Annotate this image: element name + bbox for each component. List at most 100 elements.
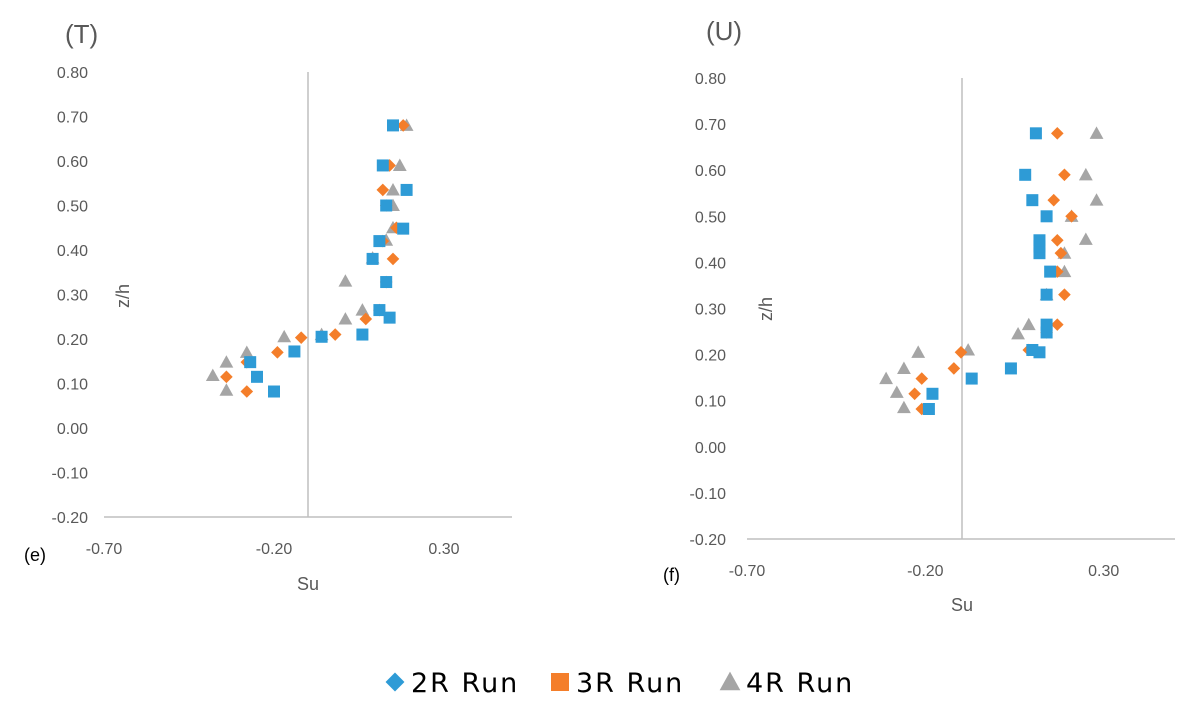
data-points-u (879, 126, 1104, 416)
point-2r-run (1033, 234, 1046, 247)
point-4r-run (1089, 193, 1104, 206)
point-2r-run (244, 356, 257, 369)
point-2r-run (922, 402, 935, 415)
point-3r-run (1058, 288, 1071, 301)
point-2r-run (1040, 288, 1053, 301)
point-2r-run (965, 372, 978, 385)
point-3r-run (1058, 168, 1071, 182)
legend-label: 4R Run (746, 668, 854, 699)
point-2r-run (268, 385, 280, 398)
point-3r-run (1047, 193, 1061, 207)
x-tick-labels-t: -0.70 -0.20 0.30 (86, 541, 460, 558)
y-tick-label: 0.20 (57, 332, 88, 349)
point-4r-run (386, 183, 400, 196)
x-tick-label: -0.70 (86, 541, 123, 558)
point-3r-run (1051, 127, 1064, 140)
point-3r-run (1051, 233, 1064, 247)
x-axis-title-t: Su (297, 574, 319, 594)
chart-panel-t: (T) -0.20 -0.10 0.00 0.10 0.20 0.30 0.40 0.50 0.… (24, 19, 512, 594)
point-3r-run (386, 252, 400, 266)
point-2r-run (376, 159, 389, 172)
point-2r-run (373, 235, 386, 248)
subplot-label-e: (e) (24, 545, 46, 565)
point-4r-run (911, 345, 926, 358)
y-tick-label: 0.40 (695, 255, 726, 272)
point-2r-run (366, 252, 379, 265)
y-tick-label: 0.70 (695, 117, 726, 134)
y-tick-label: -0.20 (52, 510, 89, 527)
point-2r-run (251, 370, 263, 383)
y-tick-label: 0.60 (695, 163, 726, 180)
point-4r-run (338, 312, 353, 325)
point-2r-run (1040, 210, 1053, 223)
point-2r-run (1019, 168, 1032, 181)
legend-label: 2R Run (411, 668, 519, 699)
x-tick-label: -0.20 (256, 541, 293, 558)
point-4r-run (277, 329, 292, 343)
point-2r-run (380, 199, 393, 212)
point-2r-run (380, 276, 393, 289)
y-tick-label: 0.00 (695, 440, 726, 457)
y-tick-label: 0.30 (57, 288, 88, 305)
point-4r-run (338, 274, 353, 287)
y-axis-title-t: z/h (113, 284, 133, 308)
point-4r-run (1021, 317, 1036, 331)
point-4r-run (1089, 126, 1104, 139)
legend-marker-4r-run (719, 671, 741, 691)
y-tick-label: 0.70 (57, 110, 88, 127)
y-tick-label: 0.60 (57, 154, 88, 171)
point-2r-run (356, 328, 369, 341)
y-tick-label: 0.00 (57, 421, 88, 438)
point-2r-run (288, 345, 301, 358)
point-4r-run (897, 361, 911, 374)
panel-title-t: (T) (65, 19, 98, 49)
y-tick-label: 0.50 (695, 209, 726, 226)
legend-label: 3R Run (576, 668, 684, 699)
point-4r-run (897, 400, 911, 414)
point-2r-run (315, 330, 328, 343)
point-2r-run (373, 304, 386, 317)
subplot-label-f: (f) (663, 565, 680, 585)
y-tick-label: -0.10 (690, 486, 727, 503)
point-3r-run (240, 385, 254, 398)
point-2r-run (1029, 127, 1042, 140)
y-tick-label: 0.50 (57, 199, 88, 216)
point-3r-run (390, 221, 403, 235)
point-4r-run (219, 383, 234, 396)
point-3r-run (908, 387, 921, 401)
point-4r-run (205, 368, 220, 382)
x-tick-label: -0.20 (907, 563, 944, 580)
x-tick-label: 0.30 (1088, 563, 1119, 580)
point-2r-run (400, 183, 413, 196)
y-tick-label: -0.10 (52, 466, 89, 483)
y-tick-label: -0.20 (690, 532, 727, 549)
y-axis-title-u: z/h (756, 297, 776, 321)
point-4r-run (392, 158, 407, 171)
point-4r-run (1011, 326, 1025, 340)
point-4r-run (889, 385, 904, 398)
point-3r-run (271, 346, 284, 359)
point-4r-run (1078, 232, 1093, 245)
point-2r-run (1044, 265, 1057, 278)
y-tick-labels-u: -0.20 -0.10 0.00 0.10 0.20 0.30 0.40 0.50 0.60 0.… (690, 71, 727, 549)
x-tick-label: 0.30 (428, 541, 459, 558)
point-2r-run (1026, 343, 1039, 356)
point-3r-run (1054, 246, 1068, 260)
point-4r-run (1078, 167, 1093, 181)
point-4r-run (219, 355, 234, 368)
point-3r-run (396, 119, 410, 132)
point-3r-run (376, 183, 390, 197)
point-2r-run (383, 311, 396, 324)
point-3r-run (359, 312, 373, 326)
point-4r-run (355, 303, 370, 316)
y-tick-label: 0.40 (57, 243, 88, 260)
point-3r-run (915, 372, 929, 385)
point-2r-run (1040, 318, 1053, 331)
y-tick-label: 0.80 (695, 71, 726, 88)
panel-title-u: (U) (706, 16, 742, 46)
y-tick-label: 0.10 (695, 394, 726, 411)
y-tick-labels-t: -0.20 -0.10 0.00 0.10 0.20 0.30 0.40 0.50 0.60 0.… (52, 65, 89, 527)
chart-panel-u: (U) -0.20 -0.10 0.00 0.10 0.20 0.30 0.40 0.50 0.… (663, 16, 1175, 615)
point-3r-run (1051, 318, 1064, 331)
